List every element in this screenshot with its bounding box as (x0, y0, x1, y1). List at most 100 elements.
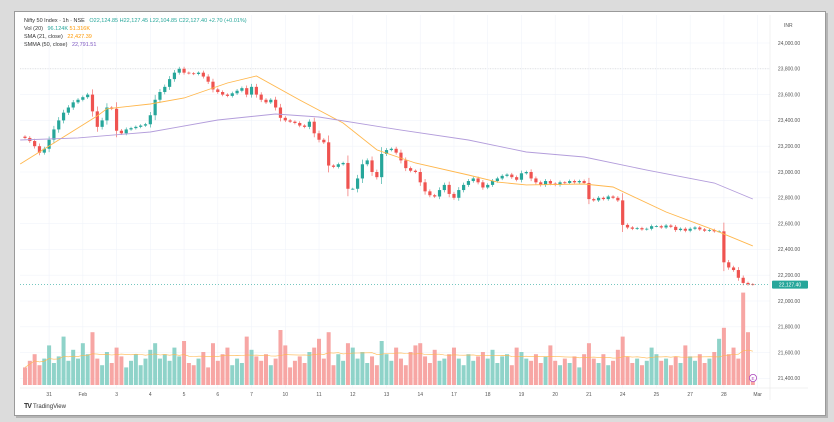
candle-body (196, 72, 201, 74)
candle-body (148, 115, 152, 125)
candle-body (327, 142, 331, 166)
volume-bar (466, 354, 471, 385)
candle-body (211, 81, 215, 90)
volume-bar (292, 360, 297, 385)
price-tick-label: 23,800.00 (778, 67, 800, 73)
candle-body (587, 182, 591, 200)
candle-body (727, 262, 731, 268)
sma-indicator-row[interactable]: SMA (21, close) 22,427.39 (24, 33, 247, 41)
price-tick-label: 22,800.00 (778, 196, 800, 202)
volume-bar (485, 358, 490, 385)
volume-bar (423, 356, 428, 385)
last-price-label: 22,127.40 (779, 282, 801, 288)
candle-body (543, 181, 548, 185)
sma-value: 22,427.39 (67, 34, 92, 40)
candle-body (225, 94, 230, 96)
volume-bar (442, 358, 447, 385)
volume-bar (712, 352, 717, 385)
candle-body (601, 197, 605, 200)
volume-bar (509, 365, 514, 385)
price-tick-label: 21,800.00 (778, 325, 800, 331)
price-tick-label: 23,600.00 (778, 92, 800, 98)
tradingview-logo[interactable]: TV TradingView (24, 403, 66, 410)
volume-bar (167, 360, 172, 385)
candle-body (683, 228, 687, 231)
volume-bar (210, 343, 215, 385)
time-tick-label: 4 (149, 392, 152, 398)
candle-body (105, 107, 109, 121)
volume-bar (206, 367, 211, 385)
candle-body (264, 99, 268, 103)
volume-bar (331, 365, 336, 385)
volume-bar (76, 358, 81, 385)
volume-bar (321, 358, 326, 385)
symbol-row[interactable]: Nifty 50 Index · 1h · NSE O22,124.85 H22… (24, 17, 247, 25)
time-tick-label: 19 (519, 392, 525, 398)
smma-indicator-row[interactable]: SMMA (50, close) 22,791.51 (24, 41, 247, 49)
tradingview-logo-icon: TV (24, 403, 32, 410)
sma-line (19, 75, 753, 247)
open-value: O22,124.85 (89, 18, 119, 24)
currency-label[interactable]: INR (784, 23, 793, 29)
candle-body (307, 121, 311, 127)
candle-body (394, 148, 398, 153)
candle-body (447, 184, 451, 194)
candle-body (331, 165, 336, 167)
volume-bar (384, 354, 389, 385)
candle-body (57, 120, 61, 130)
candle-body (611, 196, 615, 198)
volume-bar (432, 349, 437, 385)
candle-body (139, 125, 143, 127)
volume-bar (447, 354, 452, 385)
candle-body (674, 226, 678, 231)
volume-bar (336, 354, 341, 385)
time-tick-label: 12 (350, 392, 356, 398)
time-tick-label: 6 (216, 392, 219, 398)
earnings-event-marker[interactable]: E (749, 373, 758, 382)
volume-bar (688, 356, 693, 385)
candle-body (399, 152, 403, 161)
candle-body (625, 224, 630, 228)
volume-bar (505, 354, 509, 385)
candle-body (635, 228, 639, 229)
volume-bar (201, 352, 206, 385)
candle-body (259, 94, 263, 100)
candle-body (153, 99, 157, 116)
price-tick-label: 22,200.00 (778, 273, 800, 279)
volume-bar (548, 345, 553, 385)
candle-body (66, 107, 70, 113)
time-tick-label: 25 (654, 392, 660, 398)
candle-body (669, 225, 673, 227)
chart-legend: Nifty 50 Index · 1h · NSE O22,124.85 H22… (24, 17, 247, 49)
volume-bar (529, 360, 534, 385)
time-tick-label: Feb (79, 392, 88, 398)
candle-body (621, 200, 625, 225)
candle-body (317, 133, 321, 140)
volume-bar (480, 352, 485, 385)
candle-body (442, 184, 446, 191)
volume-bar (191, 365, 196, 385)
volume-bar (553, 360, 558, 385)
candle-body (86, 94, 90, 98)
candle-body (505, 174, 509, 176)
candle-body (471, 178, 475, 182)
volume-bar (437, 360, 442, 385)
volume-bar (100, 365, 105, 385)
volume-indicator-row[interactable]: Vol (20) 96.124K 51.316K (24, 25, 247, 33)
price-tick-label: 22,400.00 (778, 247, 800, 253)
candle-body (192, 73, 196, 75)
volume-bar (61, 336, 66, 385)
volume-bar (365, 363, 370, 385)
candle-body (351, 188, 355, 190)
candle-body (143, 124, 148, 126)
candle-body (616, 197, 620, 201)
price-tick-label: 23,000.00 (778, 170, 800, 176)
price-tick-label: 22,600.00 (778, 221, 800, 227)
high-value: H22,127.45 (119, 18, 149, 24)
volume-bar (630, 363, 635, 385)
symbol-title[interactable]: Nifty 50 Index · 1h · NSE (24, 18, 85, 24)
volume-bar (413, 345, 418, 385)
candle-body (341, 162, 345, 165)
candle-body (457, 190, 461, 198)
